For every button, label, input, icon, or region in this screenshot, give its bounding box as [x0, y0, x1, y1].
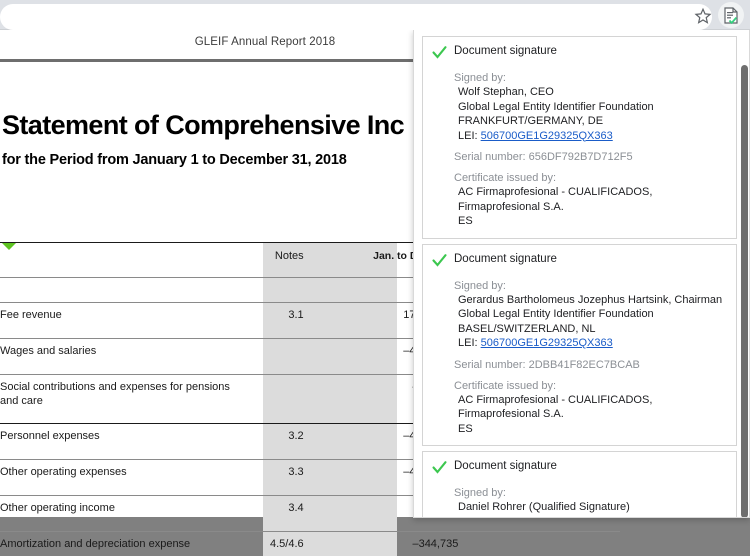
pdf-viewer[interactable]: GLEIF Annual Report 2018 Statement of Co…	[0, 30, 750, 556]
lei-label: LEI:	[458, 337, 478, 349]
row-label: Amortization and depreciation expense	[0, 531, 245, 556]
row-notes: 3.2	[244, 423, 304, 460]
issuer-line-1: AC Firmaprofesional - CUALIFICADOS, Firm…	[458, 186, 653, 213]
issued-by-label: Certificate issued by:	[454, 379, 557, 392]
serial-label: Serial number:	[454, 358, 526, 371]
table-row: Amortization and depreciation expense 4.…	[0, 531, 620, 556]
browser-toolbar	[0, 0, 750, 30]
header-label	[0, 242, 245, 278]
signed-by-group: Signed by: Daniel Rohrer (Qualified Sign…	[432, 486, 727, 518]
signer-location: BASEL/SWITZERLAND, NL	[458, 322, 596, 335]
signer-lei-row: LEI: 506700GE1G29325QX363	[454, 129, 727, 144]
page-subtitle: for the Period from January 1 to Decembe…	[2, 152, 347, 168]
check-icon	[432, 45, 447, 65]
signature-card[interactable]: Document signature Signed by: Wolf Steph…	[422, 36, 737, 239]
row-label: Fee revenue	[0, 302, 245, 339]
row-label: Other operating income	[0, 495, 245, 532]
check-icon	[432, 460, 447, 480]
row-label: Social contributions and expenses for pe…	[0, 374, 245, 424]
signature-card[interactable]: Document signature Signed by: Daniel Roh…	[422, 451, 737, 518]
signed-by-group: Signed by: Wolf Stephan, CEO Global Lega…	[432, 71, 727, 143]
signer-organization: Global Legal Entity Identifier Foundatio…	[458, 100, 654, 113]
signed-document-icon[interactable]	[718, 2, 744, 28]
row-notes: 3.3	[244, 459, 304, 496]
signature-title: Document signature	[454, 460, 557, 472]
check-icon	[432, 253, 447, 273]
row-notes: 3.4	[244, 495, 304, 532]
signed-by-label: Signed by:	[454, 72, 506, 84]
green-marker-icon	[2, 243, 16, 250]
issuer-group: Certificate issued by: AC Firmaprofesion…	[432, 171, 727, 229]
row-col1: –344,735	[303, 531, 459, 556]
row-notes: 4.5/4.6	[244, 531, 304, 556]
issuer-line-2: ES	[458, 215, 473, 227]
signature-title: Document signature	[454, 45, 557, 57]
signature-header: Document signature	[432, 44, 727, 65]
signer-lei-row: LEI: 506700GE1G29325QX363	[454, 336, 727, 351]
serial-number-row: Serial number: 656DF792B7D712F5	[454, 150, 727, 164]
serial-group: Serial number: 2DBB41F82EC7BCAB	[432, 358, 727, 372]
signature-header: Document signature	[432, 459, 727, 480]
header-notes: Notes	[244, 242, 304, 278]
serial-group: Serial number: 656DF792B7D712F5	[432, 150, 727, 164]
serial-value: 2DBB41F82EC7BCAB	[528, 358, 640, 371]
page-title: Statement of Comprehensive Inc	[2, 110, 405, 140]
serial-value: 656DF792B7D712F5	[528, 151, 633, 163]
issuer-line-1: AC Firmaprofesional - CUALIFICADOS, Firm…	[458, 393, 653, 421]
row-col2	[458, 531, 620, 556]
signed-by-group: Signed by: Gerardus Bartholomeus Jozephu…	[432, 279, 727, 351]
signer-location: FRANKFURT/GERMANY, DE	[458, 115, 604, 127]
running-head: GLEIF Annual Report 2018	[194, 36, 336, 48]
signed-by-label: Signed by:	[454, 279, 506, 292]
lei-link[interactable]: 506700GE1G29325QX363	[480, 337, 613, 349]
lei-label: LEI:	[458, 129, 478, 142]
address-bar[interactable]	[0, 4, 712, 30]
row-label: Personnel expenses	[0, 423, 245, 460]
issuer-line-2: ES	[458, 422, 473, 435]
header-rule	[0, 59, 430, 62]
popup-scrollbar-track[interactable]	[740, 30, 749, 517]
signature-card[interactable]: Document signature Signed by: Gerardus B…	[422, 243, 737, 446]
signer-name: Daniel Rohrer (Qualified Signature)	[458, 501, 630, 513]
document-signature-panel[interactable]: Document signature Signed by: Wolf Steph…	[413, 30, 750, 518]
row-label: Wages and salaries	[0, 338, 245, 375]
serial-label: Serial number:	[454, 151, 526, 163]
row-notes: 3.1	[244, 302, 304, 339]
signature-title: Document signature	[454, 252, 557, 265]
unit-notes	[244, 277, 304, 303]
unit-label	[0, 277, 245, 303]
signed-by-label: Signed by:	[454, 487, 506, 499]
star-icon[interactable]	[694, 7, 712, 25]
signer-name: Wolf Stephan, CEO	[458, 86, 554, 98]
row-label: Other operating expenses	[0, 459, 245, 496]
signer-organization: Ernst & Young AG	[454, 515, 727, 518]
popup-scrollbar-thumb[interactable]	[741, 65, 748, 517]
lei-link[interactable]: 506700GE1G29325QX363	[480, 129, 613, 142]
signature-list: Document signature Signed by: Wolf Steph…	[414, 30, 749, 518]
row-notes	[244, 338, 304, 375]
signer-organization: Global Legal Entity Identifier Foundatio…	[458, 308, 654, 320]
issuer-group: Certificate issued by: AC Firmaprofesion…	[432, 379, 727, 437]
signer-name: Gerardus Bartholomeus Jozephus Hartsink,…	[458, 293, 723, 306]
signature-header: Document signature	[432, 252, 727, 273]
serial-number-row: Serial number: 2DBB41F82EC7BCAB	[454, 358, 727, 372]
row-notes	[244, 374, 304, 424]
issued-by-label: Certificate issued by:	[454, 172, 557, 184]
